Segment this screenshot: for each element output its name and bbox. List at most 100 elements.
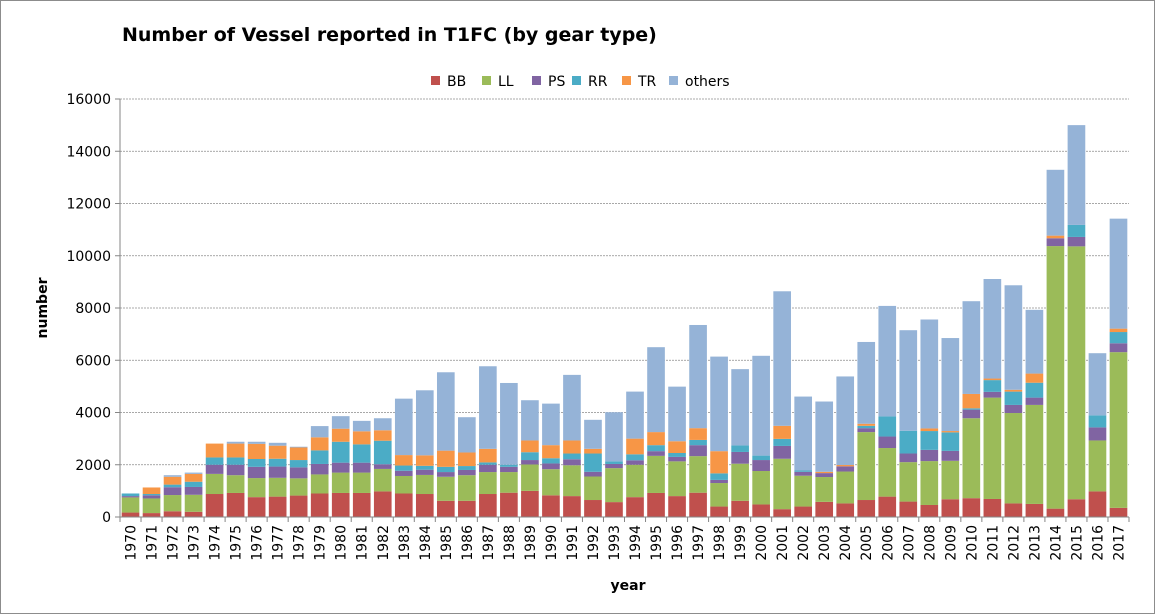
bar-segment-PS-1974 [205, 464, 224, 474]
bar-segment-others-2004 [836, 376, 855, 466]
bar-segment-PS-1977 [268, 466, 287, 478]
legend-swatch-BB [431, 76, 440, 85]
y-tick-label: 4000 [75, 406, 111, 422]
bar-segment-BB-2002 [794, 506, 813, 517]
bar-segment-BB-1973 [184, 511, 203, 517]
bar-segment-others-1995 [647, 347, 665, 433]
bar-segment-RR-1982 [373, 440, 392, 465]
bar-segment-RR-2012 [1004, 391, 1023, 405]
bar-segment-others-2017 [1109, 218, 1128, 329]
bar-segment-TR-1977 [268, 445, 287, 459]
x-tick-label: 2009 [943, 525, 959, 561]
bar-segment-LL-1971 [142, 498, 161, 514]
x-tick-label: 1993 [607, 525, 623, 561]
x-tick-label: 2016 [1090, 525, 1106, 561]
bar-segment-PS-1975 [226, 464, 245, 476]
bar-segment-TR-1992 [584, 448, 602, 454]
bar-segment-PS-2011 [983, 391, 1002, 398]
bar-segment-others-1998 [710, 356, 728, 452]
bar-segment-PS-1971 [142, 495, 161, 499]
bar-segment-BB-2005 [857, 500, 876, 517]
bar-segment-PS-2000 [752, 460, 770, 472]
x-tick-label: 2001 [775, 525, 791, 561]
bar-segment-TR-1972 [163, 476, 182, 485]
bar-segment-others-1973 [184, 472, 203, 474]
bar-segment-others-1996 [668, 386, 686, 442]
bar-segment-BB-1998 [710, 506, 728, 517]
bar-segment-BB-1983 [394, 493, 413, 517]
bar-segment-BB-2010 [962, 498, 981, 517]
bar-segment-RR-1998 [710, 473, 728, 480]
bar-segment-LL-1993 [605, 468, 623, 503]
bar-segment-others-1980 [331, 416, 350, 429]
bar-segment-BB-2004 [836, 503, 855, 517]
bar-segment-PS-2016 [1088, 427, 1107, 441]
bar-segment-PS-1999 [731, 451, 749, 464]
bar-segment-LL-1975 [226, 475, 245, 493]
bar-segment-RR-2013 [1025, 382, 1044, 398]
bar-segment-PS-1990 [542, 463, 560, 470]
bar-segment-BB-1970 [121, 512, 140, 517]
bar-segment-TR-2004 [836, 465, 855, 467]
bar-segment-TR-1987 [479, 448, 497, 463]
bar-segment-TR-1975 [226, 443, 245, 458]
x-tick-label: 1984 [418, 525, 434, 561]
x-tick-label: 1980 [334, 525, 350, 561]
bar-segment-PS-2017 [1109, 343, 1128, 353]
bar-segment-RR-1992 [584, 453, 602, 472]
bar-segment-others-2001 [773, 291, 791, 426]
x-tick-label: 1981 [355, 525, 371, 561]
bar-segment-PS-1981 [352, 462, 371, 473]
bar-segment-RR-2015 [1067, 224, 1086, 237]
bar-segment-PS-2009 [941, 450, 960, 461]
x-tick-label: 1988 [502, 525, 518, 561]
bar-segment-TR-1981 [352, 431, 371, 445]
bar-segment-PS-2001 [773, 445, 791, 459]
bar-segment-PS-2012 [1004, 404, 1023, 414]
bar-segment-RR-1972 [163, 484, 182, 488]
bar-segment-BB-2012 [1004, 503, 1023, 517]
x-tick-label: 2012 [1006, 525, 1022, 561]
bar-segment-LL-2006 [878, 448, 897, 497]
y-tick-label: 10000 [66, 249, 111, 265]
bar-segment-PS-2010 [962, 409, 981, 419]
bar-segment-RR-2008 [920, 431, 939, 450]
bar-segment-TR-2003 [815, 471, 834, 474]
bar-segment-PS-1996 [668, 456, 686, 462]
bar-segment-RR-1991 [563, 453, 581, 460]
bar-segment-LL-1985 [436, 476, 455, 501]
bar-segment-TR-1982 [373, 430, 392, 441]
bar-segment-LL-1999 [731, 463, 749, 501]
bar-segment-TR-2012 [1004, 389, 1023, 392]
bar-segment-LL-1972 [163, 495, 182, 512]
bar-segment-PS-1989 [521, 460, 539, 465]
bar-segment-TR-2001 [773, 425, 791, 439]
bar-segment-TR-1995 [647, 432, 665, 446]
x-tick-label: 2005 [859, 525, 875, 561]
bar-segment-TR-1986 [458, 452, 476, 467]
y-tick-label: 16000 [66, 92, 111, 108]
bar-segment-RR-1996 [668, 452, 686, 457]
bar-segment-PS-1980 [331, 462, 350, 473]
x-tick-label: 1971 [145, 525, 161, 561]
bar-segment-TR-1989 [521, 440, 539, 453]
bar-segment-LL-2005 [857, 432, 876, 501]
bar-segment-LL-1978 [289, 478, 308, 496]
bar-segment-PS-1984 [415, 469, 434, 475]
bar-segment-LL-1994 [626, 464, 644, 498]
x-tick-label: 1995 [649, 525, 665, 561]
x-tick-label: 1998 [712, 525, 728, 561]
bar-segment-RR-1973 [184, 481, 203, 487]
bar-segment-PS-1986 [458, 469, 476, 476]
bar-segment-others-1992 [584, 419, 602, 449]
bar-segment-RR-1983 [394, 465, 413, 471]
bar-segment-LL-2003 [815, 477, 834, 502]
bar-segment-BB-1972 [163, 511, 182, 517]
bar-segment-others-2006 [878, 305, 897, 417]
bars [121, 125, 1128, 517]
bar-segment-TR-1997 [689, 428, 707, 440]
bar-segment-BB-1995 [647, 492, 665, 517]
bar-segment-others-2013 [1025, 309, 1044, 374]
bar-segment-others-1990 [542, 403, 560, 446]
